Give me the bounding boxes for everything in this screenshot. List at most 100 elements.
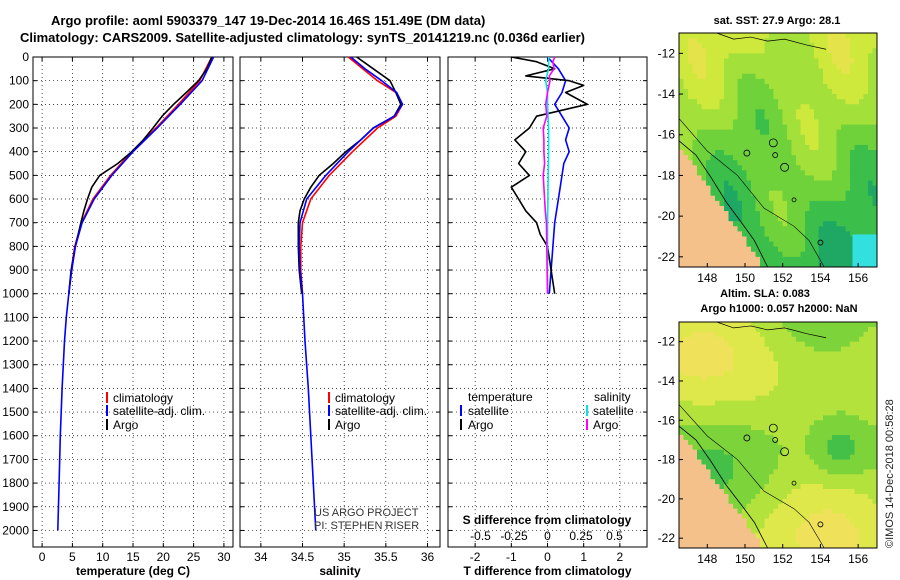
map-cell bbox=[742, 361, 747, 367]
map-cell bbox=[746, 410, 752, 416]
map-cell bbox=[818, 331, 824, 338]
map-cell bbox=[818, 543, 824, 549]
map-cell bbox=[787, 498, 792, 505]
map-cell bbox=[836, 246, 842, 253]
map-cell bbox=[796, 326, 801, 333]
map-cell bbox=[787, 144, 792, 151]
map-cell bbox=[836, 469, 842, 475]
map-cell bbox=[710, 425, 716, 431]
map-cell bbox=[755, 205, 761, 212]
map-cell bbox=[706, 479, 711, 485]
map-cell bbox=[868, 43, 873, 49]
map-cell bbox=[827, 129, 833, 136]
map-cell bbox=[697, 439, 702, 446]
map-cell bbox=[692, 241, 698, 248]
map-cell bbox=[760, 221, 765, 227]
map-cell bbox=[719, 48, 725, 54]
map-cell bbox=[733, 435, 738, 441]
map-cell bbox=[872, 160, 878, 166]
map-cell bbox=[746, 484, 752, 490]
map-cell bbox=[782, 94, 788, 100]
map-cell bbox=[778, 261, 783, 268]
map-cell bbox=[836, 205, 842, 212]
map-cell bbox=[751, 326, 756, 333]
map-cell bbox=[719, 385, 725, 392]
map-cell bbox=[778, 144, 783, 151]
map-cell bbox=[683, 144, 689, 151]
map-cell bbox=[751, 371, 756, 377]
map-cell bbox=[791, 129, 797, 136]
map-cell bbox=[868, 543, 873, 549]
map-cell bbox=[782, 435, 788, 441]
map-cell bbox=[800, 503, 806, 510]
map-cell bbox=[751, 376, 756, 382]
map-cell bbox=[832, 371, 837, 377]
map-cell bbox=[706, 405, 711, 411]
map-cell bbox=[764, 185, 770, 192]
map-cell bbox=[737, 464, 743, 470]
map-cell bbox=[818, 469, 824, 475]
map-cell bbox=[859, 469, 864, 475]
map-cell bbox=[769, 231, 774, 237]
map-cell bbox=[800, 241, 806, 248]
map-cell bbox=[760, 351, 765, 357]
map-cell bbox=[701, 231, 707, 237]
map-cell bbox=[719, 241, 725, 248]
map-cell bbox=[733, 498, 738, 505]
map-cell bbox=[715, 78, 720, 85]
map-cell bbox=[769, 246, 774, 253]
map-cell bbox=[854, 503, 860, 510]
map-cell bbox=[791, 336, 797, 343]
map-cell bbox=[850, 139, 855, 146]
map-cell bbox=[679, 68, 684, 75]
map-cell bbox=[724, 405, 729, 411]
map-cell bbox=[724, 236, 729, 242]
map-cell bbox=[733, 528, 738, 534]
shelf-edge-contour bbox=[678, 404, 825, 549]
map-cell bbox=[769, 221, 774, 227]
map-cell bbox=[697, 99, 702, 105]
map-cell bbox=[836, 83, 842, 90]
map-cell bbox=[773, 144, 779, 151]
map-cell bbox=[710, 336, 716, 343]
map-cell bbox=[791, 493, 797, 500]
map-cell bbox=[733, 114, 738, 120]
map-cell bbox=[683, 53, 689, 59]
map-cell bbox=[778, 246, 783, 253]
depth-tick-label: 200 bbox=[9, 97, 29, 111]
map-cell bbox=[841, 469, 846, 475]
map-cell bbox=[841, 503, 846, 510]
map-cell bbox=[692, 221, 698, 227]
map-cell bbox=[746, 83, 752, 90]
map-cell bbox=[863, 129, 869, 136]
map-cell bbox=[737, 346, 743, 352]
map-cell bbox=[818, 405, 824, 411]
map-cell bbox=[791, 205, 797, 212]
map-cell bbox=[773, 170, 779, 176]
map-cell bbox=[863, 469, 869, 475]
map-cell bbox=[760, 430, 765, 436]
map-cell bbox=[737, 185, 743, 192]
map-cell bbox=[692, 211, 698, 217]
map-cell bbox=[755, 231, 761, 237]
map-cell bbox=[737, 231, 743, 237]
map-cell bbox=[800, 216, 806, 222]
map-cell bbox=[863, 528, 869, 534]
map-cell bbox=[706, 124, 711, 131]
map-cell bbox=[836, 498, 842, 505]
map-cell bbox=[850, 241, 855, 248]
map-cell bbox=[823, 336, 828, 343]
map-cell bbox=[787, 479, 792, 485]
map-cell bbox=[818, 78, 824, 85]
map-cell bbox=[715, 165, 720, 171]
map-cell bbox=[733, 361, 738, 367]
map-cell bbox=[773, 346, 779, 352]
map-cell bbox=[818, 139, 824, 146]
map-cell bbox=[697, 73, 702, 80]
map-cell bbox=[868, 346, 873, 352]
map-cell bbox=[854, 356, 860, 362]
map-cell bbox=[746, 155, 752, 161]
map-cell bbox=[782, 385, 788, 392]
map-cell bbox=[746, 380, 752, 387]
map-cell bbox=[737, 489, 743, 495]
